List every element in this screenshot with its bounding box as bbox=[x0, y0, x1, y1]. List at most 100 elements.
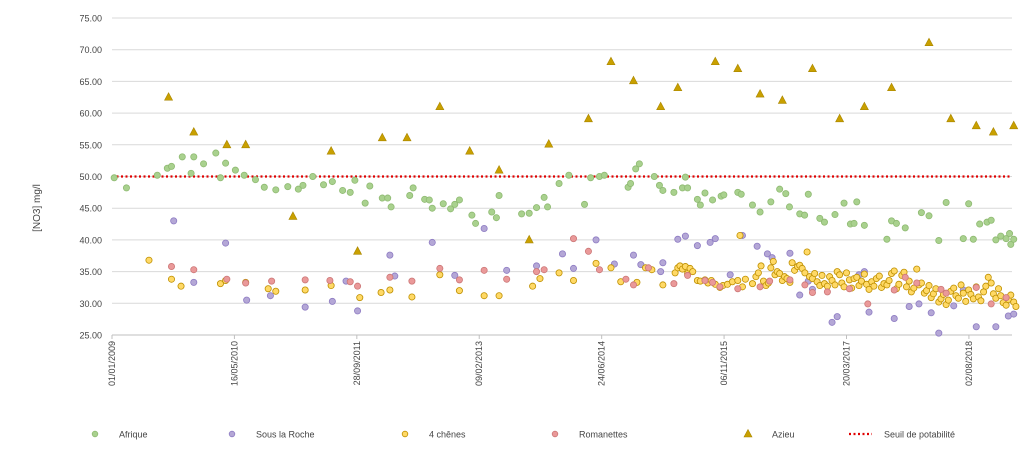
series-romanettes bbox=[167, 235, 1010, 308]
data-point bbox=[950, 302, 958, 310]
x-tick-label: 01/01/2009 bbox=[107, 341, 117, 386]
data-point bbox=[451, 200, 459, 208]
data-point bbox=[503, 266, 511, 274]
x-tick-label: 16/05/2010 bbox=[229, 341, 239, 386]
data-point bbox=[857, 277, 865, 285]
data-point bbox=[231, 166, 239, 174]
data-point bbox=[1006, 230, 1014, 238]
data-point bbox=[942, 289, 950, 297]
data-point bbox=[777, 95, 787, 104]
x-tick-label: 02/08/2018 bbox=[964, 341, 974, 386]
data-point bbox=[1012, 302, 1020, 310]
data-point bbox=[223, 275, 231, 283]
y-tick-label: 60.00 bbox=[79, 109, 102, 119]
data-point bbox=[240, 171, 248, 179]
data-point bbox=[895, 280, 903, 288]
data-point bbox=[701, 276, 709, 284]
data-point bbox=[190, 266, 198, 274]
data-point bbox=[436, 264, 444, 272]
data-point bbox=[222, 159, 230, 167]
data-point bbox=[480, 266, 488, 274]
data-point bbox=[710, 56, 720, 66]
x-tick-label: 24/06/2014 bbox=[597, 341, 607, 386]
data-point bbox=[529, 282, 537, 290]
data-point bbox=[592, 236, 600, 244]
data-point bbox=[901, 273, 909, 281]
data-point bbox=[581, 200, 589, 208]
data-point bbox=[853, 273, 861, 281]
data-point bbox=[883, 235, 891, 243]
data-point bbox=[384, 194, 392, 202]
data-point bbox=[913, 279, 921, 287]
data-point bbox=[842, 269, 850, 277]
data-point bbox=[326, 276, 334, 284]
data-point bbox=[659, 281, 667, 289]
data-point bbox=[216, 280, 224, 288]
data-point bbox=[455, 276, 463, 284]
data-point bbox=[716, 283, 724, 291]
data-point bbox=[992, 323, 1000, 331]
data-point bbox=[167, 275, 175, 283]
data-point bbox=[402, 132, 412, 142]
data-point bbox=[890, 267, 898, 275]
data-point bbox=[924, 37, 934, 47]
legend-label: Afrique bbox=[119, 430, 148, 440]
data-point bbox=[216, 174, 224, 182]
data-point bbox=[494, 165, 504, 174]
series-4-ch-nes bbox=[145, 231, 1020, 310]
data-point bbox=[518, 210, 526, 218]
data-point bbox=[629, 281, 637, 289]
data-point bbox=[720, 191, 728, 199]
data-point bbox=[944, 296, 952, 304]
data-point bbox=[659, 259, 667, 267]
data-point bbox=[592, 259, 600, 267]
data-point bbox=[212, 149, 220, 157]
data-point bbox=[748, 201, 756, 209]
data-point bbox=[284, 183, 292, 191]
data-point bbox=[937, 285, 945, 293]
data-point bbox=[892, 219, 900, 227]
y-axis-title: [NO3] mg/l bbox=[32, 184, 43, 232]
data-point bbox=[987, 300, 995, 308]
data-point bbox=[122, 184, 130, 192]
data-point bbox=[684, 271, 692, 279]
data-point bbox=[328, 178, 336, 186]
data-point bbox=[756, 208, 764, 216]
data-point bbox=[339, 186, 347, 194]
data-point bbox=[264, 285, 272, 293]
y-tick-label: 40.00 bbox=[79, 235, 102, 245]
data-point bbox=[178, 153, 186, 161]
data-point bbox=[565, 171, 573, 179]
y-tick-label: 65.00 bbox=[79, 77, 102, 87]
data-point bbox=[696, 201, 704, 209]
data-point bbox=[840, 199, 848, 207]
series-afrique bbox=[110, 149, 1018, 248]
data-point bbox=[818, 271, 826, 279]
data-point bbox=[757, 262, 765, 270]
data-point bbox=[222, 139, 232, 149]
data-point bbox=[533, 268, 541, 276]
data-point bbox=[782, 190, 790, 198]
data-point bbox=[555, 269, 563, 277]
data-point bbox=[190, 153, 198, 161]
data-point bbox=[320, 181, 328, 189]
data-point bbox=[387, 203, 395, 211]
data-point bbox=[544, 203, 552, 211]
data-point bbox=[480, 224, 488, 232]
data-point bbox=[942, 198, 950, 206]
data-point bbox=[865, 285, 873, 293]
data-point bbox=[655, 181, 663, 189]
data-point bbox=[935, 237, 943, 245]
data-point bbox=[200, 160, 208, 168]
data-point bbox=[736, 231, 744, 239]
data-point bbox=[167, 263, 175, 271]
data-point bbox=[860, 221, 868, 229]
data-point bbox=[925, 282, 933, 290]
data-point bbox=[959, 235, 967, 243]
data-point bbox=[786, 249, 794, 257]
data-point bbox=[987, 279, 995, 287]
data-point bbox=[766, 277, 774, 285]
data-point bbox=[741, 275, 749, 283]
data-point bbox=[972, 323, 980, 331]
